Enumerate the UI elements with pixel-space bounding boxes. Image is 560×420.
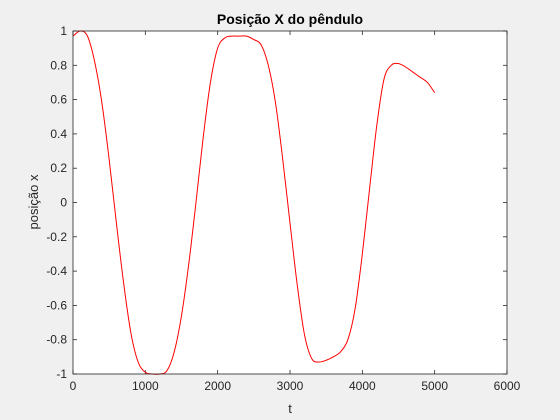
y-tick-label: -0.6 <box>46 298 67 312</box>
y-tick-label: 0 <box>60 196 67 210</box>
y-tick-label: 0.2 <box>50 161 67 175</box>
y-tick-label: 0.6 <box>50 93 67 107</box>
y-tick-label: 0.4 <box>50 127 67 141</box>
y-tick-label: 1 <box>60 24 67 38</box>
x-tick-label: 6000 <box>494 379 521 393</box>
x-tick-label: 4000 <box>349 379 376 393</box>
y-tick-label: -0.8 <box>46 333 67 347</box>
y-tick-label: 0.8 <box>50 58 67 72</box>
y-tick-label: -1 <box>56 367 67 381</box>
y-tick-label: -0.2 <box>46 230 67 244</box>
x-tick-label: 0 <box>70 379 77 393</box>
y-axis-label: posição x <box>26 174 41 229</box>
x-tick-label: 2000 <box>204 379 231 393</box>
y-tick-label: -0.4 <box>46 264 67 278</box>
chart-title: Posição X do pêndulo <box>217 11 363 27</box>
x-axis-label: t <box>288 401 292 416</box>
tick-labels-group: 0 1000 2000 3000 4000 5000 6000 -1 -0.8 -0.6 -0.4 -… <box>46 24 520 393</box>
plot-area <box>73 31 507 374</box>
axes-box <box>72 30 508 375</box>
x-tick-label: 5000 <box>421 379 448 393</box>
x-tick-label: 3000 <box>277 379 304 393</box>
x-tick-label: 1000 <box>132 379 159 393</box>
series-line <box>72 30 436 375</box>
